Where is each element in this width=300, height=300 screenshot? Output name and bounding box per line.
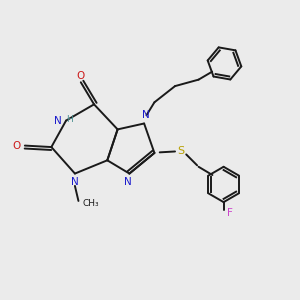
Text: H: H bbox=[66, 115, 72, 124]
Text: N: N bbox=[54, 116, 62, 126]
Text: CH₃: CH₃ bbox=[82, 199, 99, 208]
Text: S: S bbox=[177, 146, 184, 157]
Text: N: N bbox=[71, 177, 79, 188]
Text: O: O bbox=[76, 71, 84, 81]
Text: N: N bbox=[124, 177, 132, 187]
Text: N: N bbox=[142, 110, 149, 120]
Text: O: O bbox=[13, 141, 21, 151]
Text: F: F bbox=[227, 208, 233, 218]
